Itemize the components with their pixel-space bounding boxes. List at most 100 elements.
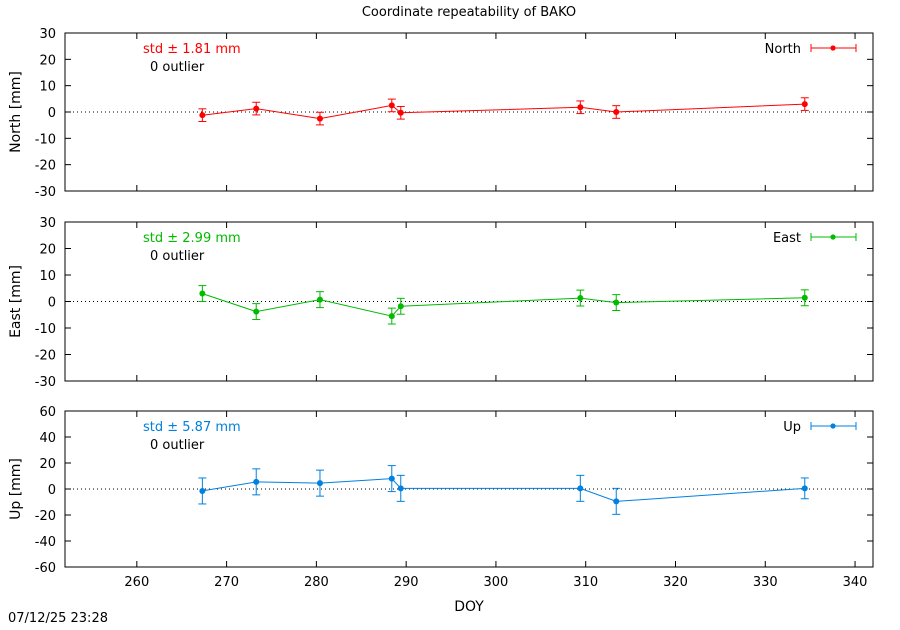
panel-east: -30 -20 -10 0 10 20 30 East [mm] std ± 2.99 mm 0 … [8, 216, 874, 390]
y-tick-label: 10 [39, 80, 56, 95]
y-tick-label: 0 [48, 483, 56, 498]
data-marker [199, 487, 206, 494]
outlier-label: 0 outlier [150, 60, 205, 75]
y-tick-label: -30 [35, 185, 56, 200]
data-marker [397, 303, 404, 310]
data-point [387, 307, 396, 325]
data-point [576, 289, 585, 307]
data-marker [253, 478, 260, 485]
data-point [252, 468, 261, 496]
data-marker [577, 485, 584, 492]
data-marker [316, 115, 323, 122]
data-marker [577, 104, 584, 111]
data-point [396, 105, 405, 120]
data-marker [253, 308, 260, 315]
x-tick-label: 320 [663, 575, 688, 590]
x-tick-label: 330 [753, 575, 778, 590]
data-point [800, 289, 809, 307]
data-point [396, 297, 405, 315]
y-axis-label: Up [mm] [8, 458, 24, 520]
data-marker [388, 102, 395, 109]
data-point [576, 474, 585, 502]
timestamp: 07/12/25 23:28 [8, 611, 108, 626]
data-point [800, 97, 809, 111]
y-tick-label: -20 [35, 349, 56, 364]
x-tick-label: 340 [843, 575, 868, 590]
y-tick-label: 20 [39, 457, 56, 472]
x-axis-label: DOY [454, 599, 484, 615]
data-point [315, 111, 324, 126]
data-marker [316, 296, 323, 303]
data-marker [397, 485, 404, 492]
data-point [387, 465, 396, 493]
y-tick-label: -10 [35, 132, 56, 147]
data-point [198, 285, 207, 302]
std-label: std ± 5.87 mm [143, 420, 241, 435]
data-marker [199, 290, 206, 297]
data-point [612, 105, 621, 119]
data-marker [801, 485, 808, 492]
outlier-label: 0 outlier [150, 438, 205, 453]
chart-title: Coordinate repeatability of BAKO [362, 5, 576, 20]
data-point [612, 487, 621, 515]
panel-up: -60 -40 -20 0 20 40 60 260 270 280 290 300 310 320 330… [8, 405, 874, 590]
legend-marker [830, 423, 836, 429]
x-tick-label: 310 [573, 575, 598, 590]
legend-label: North [765, 42, 801, 57]
x-tick-label: 290 [394, 575, 419, 590]
legend-marker [830, 45, 836, 51]
data-marker [199, 112, 206, 119]
series-line [202, 293, 805, 317]
data-marker [613, 299, 620, 306]
y-tick-label: 30 [39, 27, 56, 42]
data-marker [801, 101, 808, 108]
outlier-label: 0 outlier [150, 249, 205, 264]
data-point [576, 100, 585, 115]
x-tick-label: 280 [304, 575, 329, 590]
legend-label: Up [783, 420, 801, 435]
series-line [202, 103, 805, 120]
panel-north: -30 -20 -10 0 10 20 30 North [mm] std ± 1.81 mm 0… [8, 27, 874, 200]
y-tick-label: -20 [35, 159, 56, 174]
legend-label: East [773, 231, 801, 246]
data-point [198, 477, 207, 505]
data-marker [388, 475, 395, 482]
y-tick-label: 10 [39, 269, 56, 284]
legend-marker [830, 234, 836, 240]
y-tick-label: 20 [39, 243, 56, 258]
std-label: std ± 1.81 mm [143, 42, 241, 57]
data-marker [613, 498, 620, 505]
data-point [387, 98, 396, 113]
data-point [315, 469, 324, 497]
y-axis-label: East [mm] [8, 265, 24, 338]
y-tick-label: 0 [48, 106, 56, 121]
x-tick-label: 260 [124, 575, 149, 590]
y-tick-label: 30 [39, 216, 56, 231]
data-point [252, 303, 261, 321]
x-tick-label: 300 [484, 575, 509, 590]
data-point [198, 108, 207, 122]
data-marker [577, 295, 584, 302]
y-axis-label: North [mm] [8, 71, 24, 153]
data-point [612, 294, 621, 312]
data-marker [316, 480, 323, 487]
data-point [315, 291, 324, 309]
data-marker [253, 105, 260, 112]
std-label: std ± 2.99 mm [143, 231, 241, 246]
y-tick-label: -30 [35, 375, 56, 390]
y-tick-label: -40 [35, 535, 56, 550]
data-point [252, 101, 261, 116]
series-line [202, 478, 805, 502]
y-tick-label: -60 [35, 561, 56, 576]
data-marker [397, 109, 404, 116]
data-marker [613, 109, 620, 115]
y-tick-label: 40 [39, 431, 56, 446]
data-point [800, 477, 809, 500]
y-tick-label: -20 [35, 509, 56, 524]
data-point [396, 474, 405, 502]
y-tick-label: 0 [48, 296, 56, 311]
y-tick-label: 60 [39, 405, 56, 420]
y-tick-label: -10 [35, 322, 56, 337]
data-marker [388, 313, 395, 320]
